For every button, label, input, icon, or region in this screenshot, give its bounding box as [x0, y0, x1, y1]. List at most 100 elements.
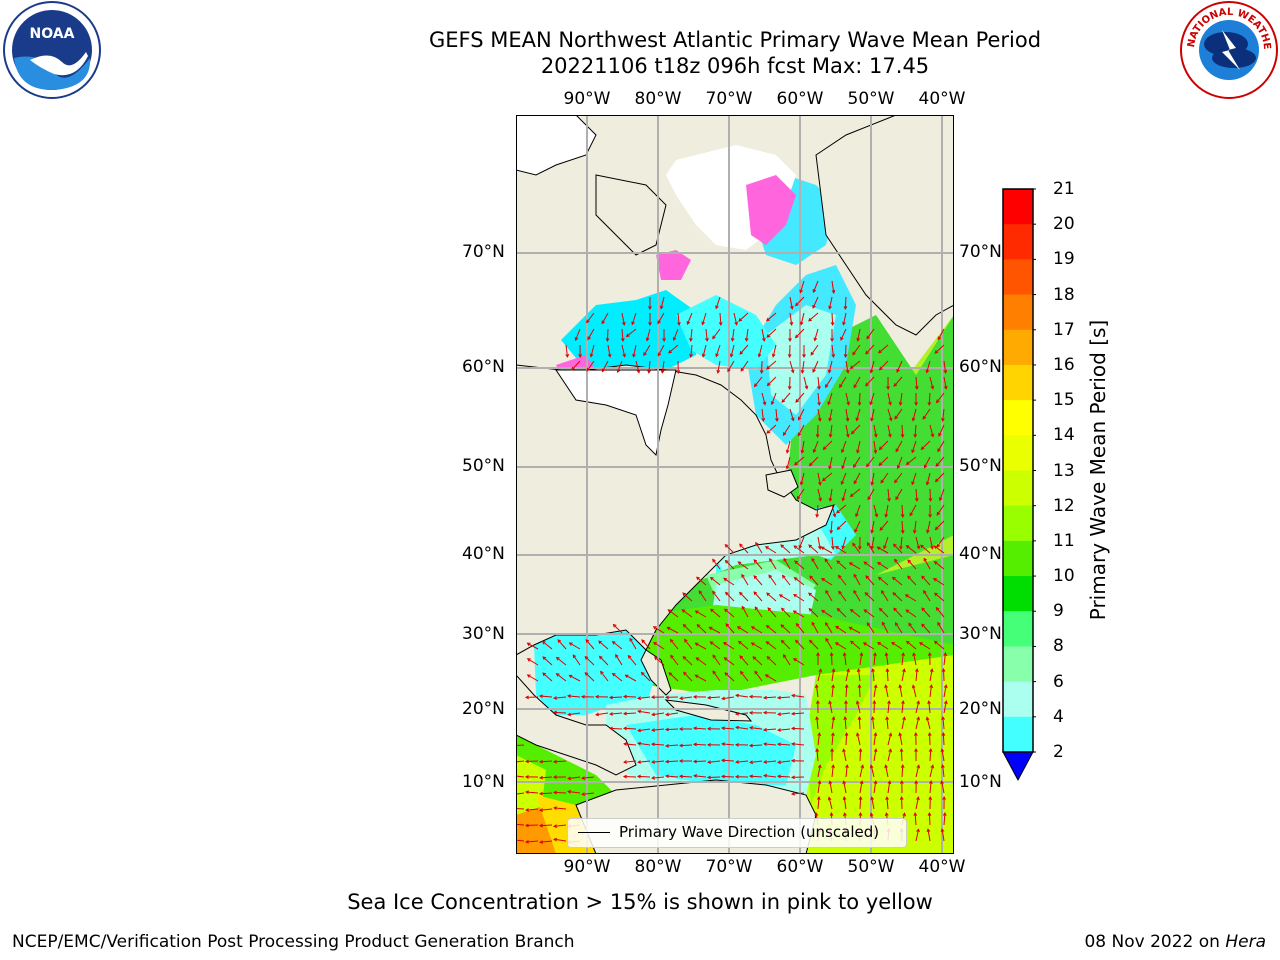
wave-vector-head: [873, 433, 878, 438]
wave-vector-head: [701, 321, 705, 326]
sea-ice-note: Sea Ice Concentration > 15% is shown in …: [347, 890, 933, 914]
colorbar-tick-label: 20: [1053, 214, 1075, 235]
wave-vector: [836, 560, 847, 570]
wave-vector-head: [884, 764, 888, 769]
wave-vector-head: [929, 668, 934, 673]
wave-vector: [739, 655, 749, 666]
wave-vector: [795, 296, 805, 306]
lon-label-top-80w: 80°W: [634, 89, 682, 109]
wave-vector: [837, 520, 847, 530]
wave-vector: [942, 717, 945, 730]
wave-vector-head: [539, 840, 543, 844]
wave-vector: [831, 652, 833, 666]
colorbar-segment: [1003, 505, 1033, 542]
wave-vector: [646, 328, 651, 341]
wave-vector-head: [859, 780, 864, 785]
wave-vector-head: [787, 354, 792, 359]
wave-vector: [901, 717, 905, 730]
wave-vector-head: [750, 642, 755, 646]
wave-vector-head: [916, 796, 920, 801]
wave-vector-head: [724, 672, 729, 676]
wave-vector-head: [780, 624, 785, 628]
wave-vector-head: [870, 716, 875, 721]
wave-vector-head: [815, 747, 820, 752]
lat-label-right-10n: 10°N: [959, 772, 1002, 792]
wave-vector: [516, 775, 525, 778]
wave-vector-head: [766, 365, 770, 370]
wave-vector: [772, 344, 777, 357]
wave-vector-head: [891, 576, 896, 581]
wave-vector-head: [816, 795, 821, 800]
wave-vector-head: [762, 695, 767, 700]
wave-vector: [827, 392, 833, 405]
wave-vector-head: [763, 773, 768, 778]
wave-vector-head: [881, 590, 885, 594]
colorbar-segment: [1003, 646, 1033, 683]
wave-vector: [638, 696, 651, 699]
wave-vector-head: [672, 337, 677, 342]
wave-vector-head: [828, 465, 832, 470]
wave-vector: [586, 360, 595, 372]
wave-vector: [540, 840, 553, 843]
wave-vector: [696, 657, 707, 666]
wave-vector-head: [651, 760, 656, 764]
wave-vector-head: [542, 656, 547, 660]
wave-vector-head: [869, 812, 874, 817]
wave-vector-head: [692, 726, 698, 731]
wave-vector: [885, 765, 889, 778]
wave-vector: [797, 424, 805, 436]
wave-vector: [934, 344, 945, 354]
wave-vector-head: [766, 382, 771, 387]
wave-vector: [838, 575, 847, 586]
wave-vector: [929, 424, 934, 437]
wave-vector: [786, 456, 791, 469]
wave-vector-head: [853, 464, 857, 469]
wave-vector: [928, 812, 931, 826]
wave-vector-head: [878, 607, 883, 612]
wave-vector-head: [622, 774, 627, 779]
wave-vector: [816, 748, 819, 762]
wave-vector-head: [524, 839, 529, 844]
wave-vector-head: [873, 449, 878, 454]
wave-vector: [731, 328, 735, 341]
wave-vector: [525, 791, 539, 794]
wave-vector: [824, 558, 833, 570]
wave-vector-head: [870, 417, 874, 422]
wave-vector-head: [869, 764, 874, 769]
colorbar-segment: [1003, 400, 1033, 436]
wave-vector-head: [870, 796, 874, 801]
wave-vector-head: [934, 478, 939, 483]
wave-vector: [829, 408, 833, 421]
wave-vector: [817, 781, 821, 794]
wave-vector: [859, 653, 863, 666]
wave-vector-head: [830, 732, 835, 737]
wave-vector-head: [873, 732, 878, 737]
wave-vector: [894, 472, 903, 483]
wave-vector-head: [739, 655, 744, 660]
wave-vector: [901, 669, 905, 682]
wave-vector: [796, 623, 805, 634]
wave-vector: [870, 765, 875, 778]
wave-vector: [727, 360, 735, 372]
wave-vector-head: [552, 710, 557, 715]
wave-vector-head: [831, 684, 835, 689]
wave-vector-head: [864, 592, 869, 596]
wave-vector: [941, 781, 945, 794]
wave-vector: [617, 360, 623, 373]
wave-vector: [766, 625, 777, 634]
wave-vector-head: [744, 337, 749, 342]
wave-vector-head: [908, 622, 912, 627]
wave-vector-head: [790, 758, 795, 763]
wave-vector: [885, 653, 889, 666]
wave-vector: [623, 727, 637, 730]
wave-vector-head: [698, 590, 703, 595]
wave-vector-head: [709, 608, 714, 613]
wave-vector: [907, 559, 917, 570]
wave-vector: [808, 312, 819, 322]
wave-vector-head: [721, 696, 726, 701]
wave-vector-head: [780, 544, 785, 548]
wave-vector: [569, 642, 581, 650]
wave-vector: [855, 504, 861, 517]
wave-vector: [934, 641, 945, 650]
wave-vector-head: [716, 369, 721, 374]
